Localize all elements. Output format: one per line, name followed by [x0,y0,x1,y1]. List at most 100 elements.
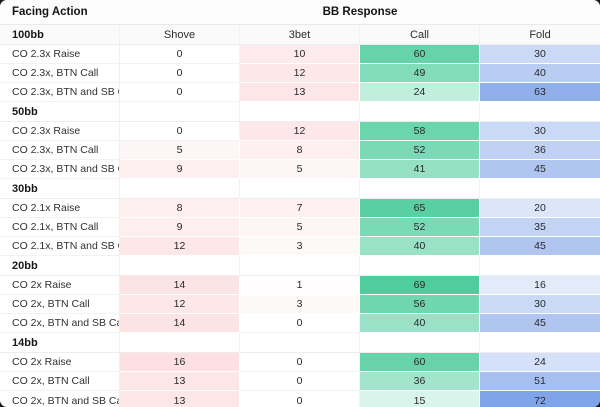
section-header-row-14bb: 14bb [0,333,600,353]
empty-cell [480,179,600,199]
column-header-call: Call [360,25,480,45]
shove-cell: 13 [120,372,240,391]
row-label: CO 2x, BTN Call [0,372,120,391]
fold-cell: 36 [480,141,600,160]
table-row[interactable]: CO 2x, BTN Call 12 3 56 30 [0,295,600,314]
3bet-cell: 5 [240,218,360,237]
table-row[interactable]: CO 2x, BTN and SB Call 14 0 40 45 [0,314,600,333]
row-label: CO 2.1x, BTN Call [0,218,120,237]
table-row[interactable]: CO 2.1x, BTN and SB Call 12 3 40 45 [0,237,600,256]
call-cell: 69 [360,276,480,295]
column-header-3bet: 3bet [240,25,360,45]
3bet-cell: 0 [240,391,360,407]
table-row[interactable]: CO 2.1x Raise 8 7 65 20 [0,199,600,218]
shove-cell: 0 [120,64,240,83]
row-label: CO 2x Raise [0,276,120,295]
fold-cell: 30 [480,295,600,314]
table-row[interactable]: CO 2x Raise 16 0 60 24 [0,353,600,372]
row-label: CO 2x, BTN Call [0,295,120,314]
row-label: CO 2.3x Raise [0,45,120,64]
3bet-cell: 12 [240,122,360,141]
empty-cell [240,256,360,276]
column-header-shove: Shove [120,25,240,45]
row-label: CO 2.3x, BTN and SB Call [0,83,120,102]
shove-cell: 14 [120,314,240,333]
shove-cell: 13 [120,391,240,407]
shove-cell: 14 [120,276,240,295]
table-row[interactable]: CO 2.3x, BTN Call 5 8 52 36 [0,141,600,160]
3bet-cell: 12 [240,64,360,83]
section-stack-label: 50bb [0,102,120,122]
empty-cell [240,179,360,199]
fold-cell: 24 [480,353,600,372]
empty-cell [120,179,240,199]
table-row[interactable]: CO 2.3x Raise 0 10 60 30 [0,45,600,64]
table-row[interactable]: CO 2.3x, BTN and SB Call 9 5 41 45 [0,160,600,179]
call-cell: 40 [360,314,480,333]
fold-cell: 30 [480,45,600,64]
bb-response-header: BB Response [120,0,600,25]
empty-cell [240,102,360,122]
table-row[interactable]: CO 2.3x, BTN Call 0 12 49 40 [0,64,600,83]
fold-cell: 45 [480,160,600,179]
call-cell: 52 [360,218,480,237]
table-row[interactable]: CO 2.3x, BTN and SB Call 0 13 24 63 [0,83,600,102]
fold-cell: 16 [480,276,600,295]
call-cell: 40 [360,237,480,256]
row-label: CO 2.3x, BTN Call [0,64,120,83]
3bet-cell: 10 [240,45,360,64]
table-top-header-row: Facing Action BB Response [0,0,600,25]
3bet-cell: 3 [240,295,360,314]
fold-cell: 63 [480,83,600,102]
row-label: CO 2x Raise [0,353,120,372]
shove-cell: 9 [120,160,240,179]
empty-cell [480,256,600,276]
section-stack-label: 20bb [0,256,120,276]
3bet-cell: 0 [240,314,360,333]
empty-cell [480,333,600,353]
section-header-row-100bb: 100bb Shove 3bet Call Fold [0,25,600,45]
table-row[interactable]: CO 2x, BTN and SB Call 13 0 15 72 [0,391,600,407]
empty-cell [480,102,600,122]
3bet-cell: 7 [240,199,360,218]
fold-cell: 72 [480,391,600,407]
3bet-cell: 0 [240,372,360,391]
shove-cell: 9 [120,218,240,237]
section-header-row-20bb: 20bb [0,256,600,276]
call-cell: 49 [360,64,480,83]
call-cell: 65 [360,199,480,218]
fold-cell: 51 [480,372,600,391]
empty-cell [360,256,480,276]
table-row[interactable]: CO 2x Raise 14 1 69 16 [0,276,600,295]
empty-cell [240,333,360,353]
section-stack-label: 14bb [0,333,120,353]
table-row[interactable]: CO 2x, BTN Call 13 0 36 51 [0,372,600,391]
section-stack-label: 100bb [0,25,120,45]
3bet-cell: 8 [240,141,360,160]
row-label: CO 2x, BTN and SB Call [0,314,120,333]
call-cell: 15 [360,391,480,407]
row-label: CO 2.3x Raise [0,122,120,141]
shove-cell: 0 [120,83,240,102]
call-cell: 60 [360,353,480,372]
table-row[interactable]: CO 2.3x Raise 0 12 58 30 [0,122,600,141]
row-label: CO 2.1x, BTN and SB Call [0,237,120,256]
call-cell: 58 [360,122,480,141]
fold-cell: 20 [480,199,600,218]
shove-cell: 8 [120,199,240,218]
empty-cell [360,102,480,122]
call-cell: 24 [360,83,480,102]
table-row[interactable]: CO 2.1x, BTN Call 9 5 52 35 [0,218,600,237]
call-cell: 60 [360,45,480,64]
column-header-fold: Fold [480,25,600,45]
empty-cell [360,333,480,353]
facing-action-header: Facing Action [0,0,120,25]
empty-cell [360,179,480,199]
call-cell: 56 [360,295,480,314]
row-label: CO 2x, BTN and SB Call [0,391,120,407]
shove-cell: 5 [120,141,240,160]
row-label: CO 2.3x, BTN Call [0,141,120,160]
shove-cell: 12 [120,295,240,314]
shove-cell: 16 [120,353,240,372]
